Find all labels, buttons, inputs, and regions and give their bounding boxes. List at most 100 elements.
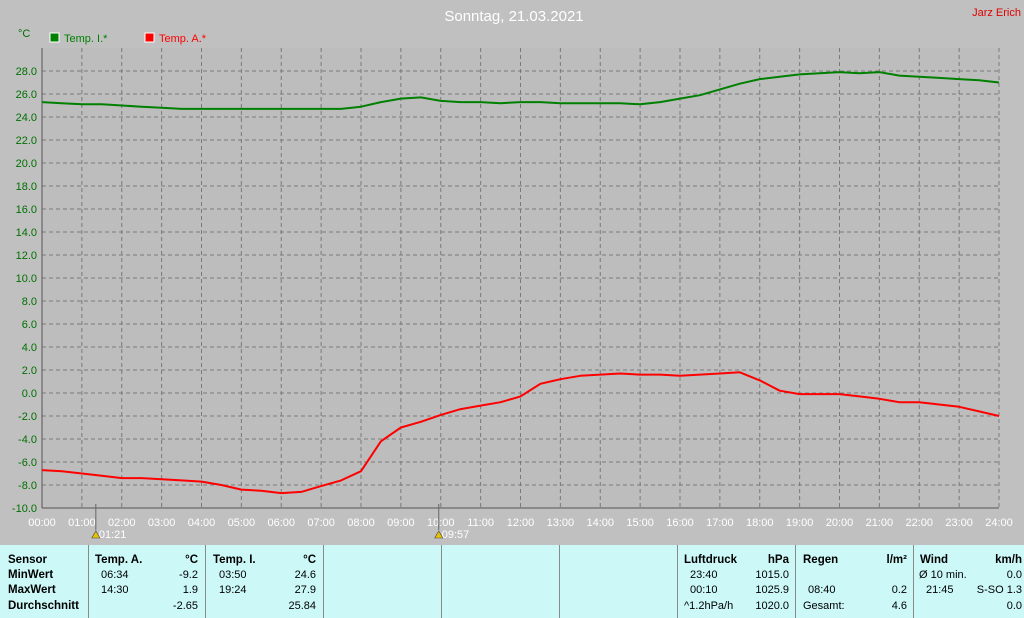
plot-area: 28.0 26.0 24.0 22.0 20.0 18.0 16.0 14.0 12.0 10.0… bbox=[12, 48, 1013, 541]
y-tick-label: -4.0 bbox=[18, 434, 37, 446]
x-tick-label: 21:00 bbox=[866, 517, 894, 529]
rain-total-label: Gesamt: bbox=[803, 600, 845, 612]
wind-max-value: S-SO 1.3 bbox=[976, 584, 1022, 596]
series-line-temp-outdoor bbox=[41, 371, 1000, 495]
header-pressure: Luftdruck bbox=[684, 554, 738, 566]
x-tick-label: 20:00 bbox=[826, 517, 854, 529]
y-tick-label: 4.0 bbox=[22, 342, 37, 354]
row-label-avg: Durchschnitt bbox=[8, 600, 79, 612]
pressure-avg-value: 1020.0 bbox=[755, 600, 789, 612]
x-tick-label: 23:00 bbox=[945, 517, 973, 529]
temp-a-min-value: -9.2 bbox=[179, 569, 198, 581]
temp-i-min-value: 24.6 bbox=[294, 569, 316, 581]
y-tick-label: 22.0 bbox=[16, 135, 37, 147]
header-temp-i: Temp. I. bbox=[213, 554, 256, 566]
temperature-chart: Sonntag, 21.03.2021 Jarz Erich °C Temp. … bbox=[11, 7, 1021, 541]
header-rain-unit: l/m² bbox=[886, 554, 907, 566]
x-tick-label: 11:00 bbox=[467, 517, 494, 529]
x-tick-label: 18:00 bbox=[746, 517, 774, 529]
y-axis-unit: °C bbox=[18, 28, 30, 40]
legend-swatch bbox=[49, 32, 60, 43]
x-tick-label: 16:00 bbox=[666, 517, 694, 529]
y-tick-label: 6.0 bbox=[22, 319, 37, 331]
x-tick-label: 17:00 bbox=[706, 517, 734, 529]
y-tick-label: 26.0 bbox=[16, 89, 37, 101]
x-tick-label: 05:00 bbox=[228, 517, 256, 529]
pressure-max-value: 1025.9 bbox=[755, 584, 789, 596]
y-tick-label: 10.0 bbox=[16, 273, 37, 285]
x-tick-label: 09:00 bbox=[387, 517, 415, 529]
rain-max-value: 0.2 bbox=[891, 584, 907, 596]
pressure-trend: ^1.2hPa/h bbox=[684, 600, 734, 612]
marker-label: 01:21 bbox=[99, 529, 127, 541]
wind-avg-value: 0.0 bbox=[1006, 569, 1022, 581]
header-wind: Wind bbox=[920, 554, 948, 566]
y-tick-label: 8.0 bbox=[22, 296, 37, 308]
x-tick-label: 22:00 bbox=[905, 517, 933, 529]
wind-max-time: 21:45 bbox=[926, 584, 954, 596]
temp-i-max-time: 19:24 bbox=[219, 584, 247, 596]
divider bbox=[795, 545, 796, 618]
legend-label: Temp. A.* bbox=[159, 33, 207, 45]
divider bbox=[88, 545, 89, 618]
x-tick-label: 08:00 bbox=[347, 517, 375, 529]
y-tick-label: 16.0 bbox=[16, 204, 37, 216]
author-label: Jarz Erich bbox=[972, 7, 1021, 19]
divider bbox=[559, 545, 560, 618]
legend-label: Temp. I.* bbox=[64, 33, 108, 45]
x-tick-label: 10:00 bbox=[427, 517, 455, 529]
header-sensor: Sensor bbox=[8, 554, 47, 566]
x-tick-label: 13:00 bbox=[547, 517, 575, 529]
temp-a-max-value: 1.9 bbox=[182, 584, 198, 596]
temp-a-avg-value: -2.65 bbox=[172, 600, 198, 612]
divider bbox=[677, 545, 678, 618]
marker-label: 09:57 bbox=[442, 529, 470, 541]
y-tick-label: -10.0 bbox=[12, 503, 37, 515]
legend-swatch bbox=[144, 32, 155, 43]
x-tick-label: 14:00 bbox=[586, 517, 614, 529]
pressure-min-value: 1015.0 bbox=[755, 569, 789, 581]
header-temp-a-unit: °C bbox=[185, 554, 198, 566]
temp-i-max-value: 27.9 bbox=[294, 584, 316, 596]
y-tick-label: 24.0 bbox=[16, 112, 37, 124]
y-tick-label: 12.0 bbox=[16, 250, 37, 262]
y-tick-label: 2.0 bbox=[22, 365, 37, 377]
x-tick-label: 00:00 bbox=[28, 517, 56, 529]
temp-i-min-time: 03:50 bbox=[219, 569, 247, 581]
chart-legend: Temp. I.* Temp. A.* bbox=[49, 32, 207, 45]
y-tick-label: -6.0 bbox=[18, 457, 37, 469]
divider bbox=[441, 545, 442, 618]
chart-title: Sonntag, 21.03.2021 bbox=[444, 8, 583, 25]
y-tick-label: 0.0 bbox=[22, 388, 37, 400]
y-tick-label: -8.0 bbox=[18, 480, 37, 492]
header-wind-unit: km/h bbox=[995, 554, 1022, 566]
x-tick-label: 24:00 bbox=[985, 517, 1013, 529]
wind-avg-label: Ø 10 min. bbox=[919, 569, 967, 581]
x-tick-label: 03:00 bbox=[148, 517, 176, 529]
x-tick-label: 01:00 bbox=[68, 517, 96, 529]
statistics-table: Sensor Temp. A. °C Temp. I. °C Luftdruck… bbox=[0, 545, 1024, 618]
temp-a-min-time: 06:34 bbox=[101, 569, 129, 581]
header-temp-i-unit: °C bbox=[303, 554, 316, 566]
x-tick-label: 19:00 bbox=[786, 517, 814, 529]
x-tick-label: 15:00 bbox=[626, 517, 654, 529]
pressure-max-time: 00:10 bbox=[690, 584, 718, 596]
y-tick-label: 20.0 bbox=[16, 158, 37, 170]
x-tick-label: 06:00 bbox=[267, 517, 295, 529]
y-tick-label: 28.0 bbox=[16, 66, 37, 78]
wind-avg-daily-value: 0.0 bbox=[1006, 600, 1022, 612]
series-line-temp-indoor bbox=[41, 71, 1000, 110]
rain-total-value: 4.6 bbox=[891, 600, 907, 612]
row-label-max: MaxWert bbox=[8, 584, 56, 596]
divider bbox=[205, 545, 206, 618]
temp-i-avg-value: 25.84 bbox=[288, 600, 316, 612]
row-label-min: MinWert bbox=[8, 569, 54, 581]
header-rain: Regen bbox=[803, 554, 839, 566]
y-tick-label: -2.0 bbox=[18, 411, 37, 423]
temp-a-max-time: 14:30 bbox=[101, 584, 129, 596]
marker-icon bbox=[91, 530, 101, 539]
x-tick-label: 04:00 bbox=[188, 517, 216, 529]
divider bbox=[913, 545, 914, 618]
divider bbox=[323, 545, 324, 618]
y-tick-label: 18.0 bbox=[16, 181, 37, 193]
